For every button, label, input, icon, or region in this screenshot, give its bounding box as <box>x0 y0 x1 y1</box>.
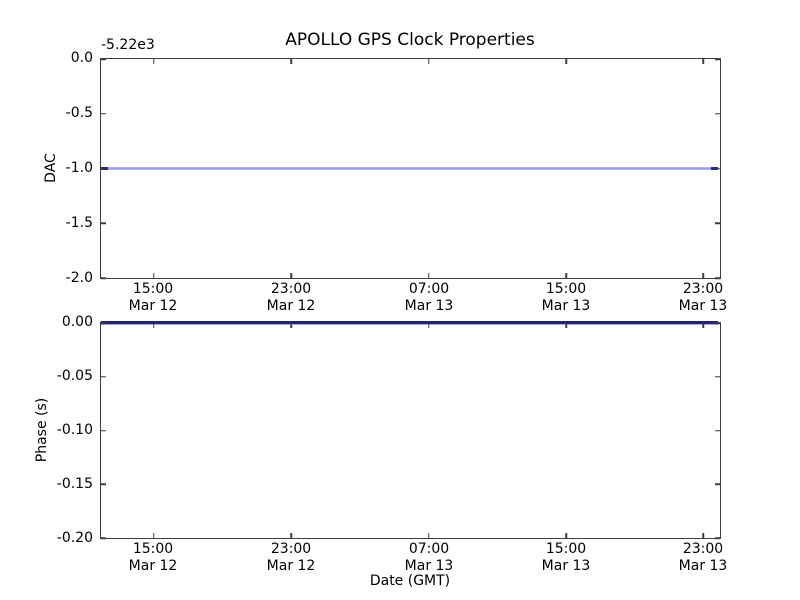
x-tick-mark <box>565 323 567 328</box>
x-tick-label: 23:00 Mar 12 <box>246 541 336 575</box>
x-tick-date: Mar 12 <box>128 558 178 574</box>
y-tick-mark <box>715 58 720 60</box>
y-tick-label: -0.10 <box>56 422 93 438</box>
x-tick-time: 23:00 <box>682 541 724 557</box>
x-tick-mark <box>427 59 430 64</box>
y-tick-mark <box>101 537 106 539</box>
x-tick-label: 15:00 Mar 12 <box>108 541 198 575</box>
y-tick-mark <box>101 113 106 115</box>
x-tick-mark <box>153 273 155 278</box>
x-tick-label: 15:00 Mar 13 <box>521 541 611 575</box>
y-tick-mark <box>715 167 720 170</box>
phase-plot-area <box>100 321 721 539</box>
x-tick-label: 15:00 Mar 13 <box>521 281 611 315</box>
y-axis-offset-text: -5.22e3 <box>101 37 155 53</box>
y-tick-label: -1.5 <box>65 215 93 231</box>
x-tick-mark <box>290 59 293 64</box>
x-tick-label: 23:00 Mar 12 <box>246 281 336 315</box>
y-tick-label: -0.20 <box>56 530 93 546</box>
x-tick-mark <box>290 323 293 328</box>
y-tick-mark <box>101 58 106 60</box>
phase-data-line-fringe <box>101 324 718 325</box>
x-tick-mark <box>702 59 705 64</box>
x-tick-mark <box>427 273 430 278</box>
y-tick-mark <box>101 222 106 224</box>
x-tick-time: 15:00 <box>132 541 174 557</box>
dac-data-line <box>101 167 718 170</box>
figure-title: APOLLO GPS Clock Properties <box>285 30 535 50</box>
y-tick-mark <box>101 429 106 432</box>
y-tick-mark <box>101 376 106 378</box>
y-tick-mark <box>715 483 720 485</box>
x-tick-date: Mar 13 <box>678 558 728 574</box>
x-tick-date: Mar 13 <box>404 298 454 314</box>
x-tick-mark <box>702 273 705 278</box>
y-axis-label-dac: DAC <box>43 153 59 183</box>
x-tick-label: 23:00 Mar 13 <box>658 541 748 575</box>
x-tick-label: 23:00 Mar 13 <box>658 281 748 315</box>
x-tick-mark <box>565 273 567 278</box>
y-tick-label: -2.0 <box>65 270 93 286</box>
x-tick-date: Mar 13 <box>404 558 454 574</box>
y-tick-label: -0.15 <box>56 476 93 492</box>
x-tick-label: 07:00 Mar 13 <box>384 541 474 575</box>
y-tick-mark <box>715 277 720 279</box>
y-tick-mark <box>715 376 720 378</box>
y-tick-mark <box>101 167 106 170</box>
x-tick-label: 15:00 Mar 12 <box>108 281 198 315</box>
x-tick-date: Mar 13 <box>541 558 591 574</box>
x-tick-mark <box>565 59 567 64</box>
x-tick-mark <box>702 323 705 328</box>
dac-plot-area <box>100 58 721 279</box>
y-tick-mark <box>715 537 720 539</box>
y-tick-mark <box>101 483 106 485</box>
x-tick-time: 07:00 <box>408 541 450 557</box>
x-tick-mark <box>290 533 293 538</box>
x-tick-date: Mar 12 <box>266 298 316 314</box>
y-axis-label-phase: Phase (s) <box>34 397 50 463</box>
x-tick-time: 15:00 <box>132 281 174 297</box>
x-tick-mark <box>153 323 155 328</box>
x-tick-date: Mar 12 <box>128 298 178 314</box>
y-tick-mark <box>101 277 106 279</box>
x-tick-mark <box>702 533 705 538</box>
y-tick-mark <box>715 429 720 432</box>
y-tick-mark <box>715 113 720 115</box>
x-tick-mark <box>565 533 567 538</box>
y-tick-label: 0.0 <box>70 50 93 66</box>
x-tick-label: 07:00 Mar 13 <box>384 281 474 315</box>
x-tick-time: 23:00 <box>270 281 312 297</box>
y-tick-label: -0.5 <box>65 105 93 121</box>
y-tick-mark <box>101 322 106 324</box>
x-tick-mark <box>427 323 430 328</box>
y-tick-label: -0.05 <box>56 368 93 384</box>
x-tick-time: 15:00 <box>545 541 587 557</box>
x-tick-mark <box>290 273 293 278</box>
x-tick-time: 23:00 <box>270 541 312 557</box>
x-tick-time: 07:00 <box>408 281 450 297</box>
dac-line-right-cap <box>711 167 718 170</box>
y-tick-label: 0.00 <box>61 314 93 330</box>
x-tick-time: 15:00 <box>545 281 587 297</box>
y-tick-label: -1.0 <box>65 160 93 176</box>
x-tick-mark <box>153 59 155 64</box>
x-tick-mark <box>153 533 155 538</box>
x-tick-date: Mar 12 <box>266 558 316 574</box>
y-tick-mark <box>715 222 720 224</box>
y-tick-mark <box>715 322 720 324</box>
phase-data-line <box>101 321 718 324</box>
x-tick-time: 23:00 <box>682 281 724 297</box>
x-tick-date: Mar 13 <box>678 298 728 314</box>
x-axis-label: Date (GMT) <box>369 573 451 589</box>
x-tick-date: Mar 13 <box>541 298 591 314</box>
x-tick-mark <box>427 533 430 538</box>
